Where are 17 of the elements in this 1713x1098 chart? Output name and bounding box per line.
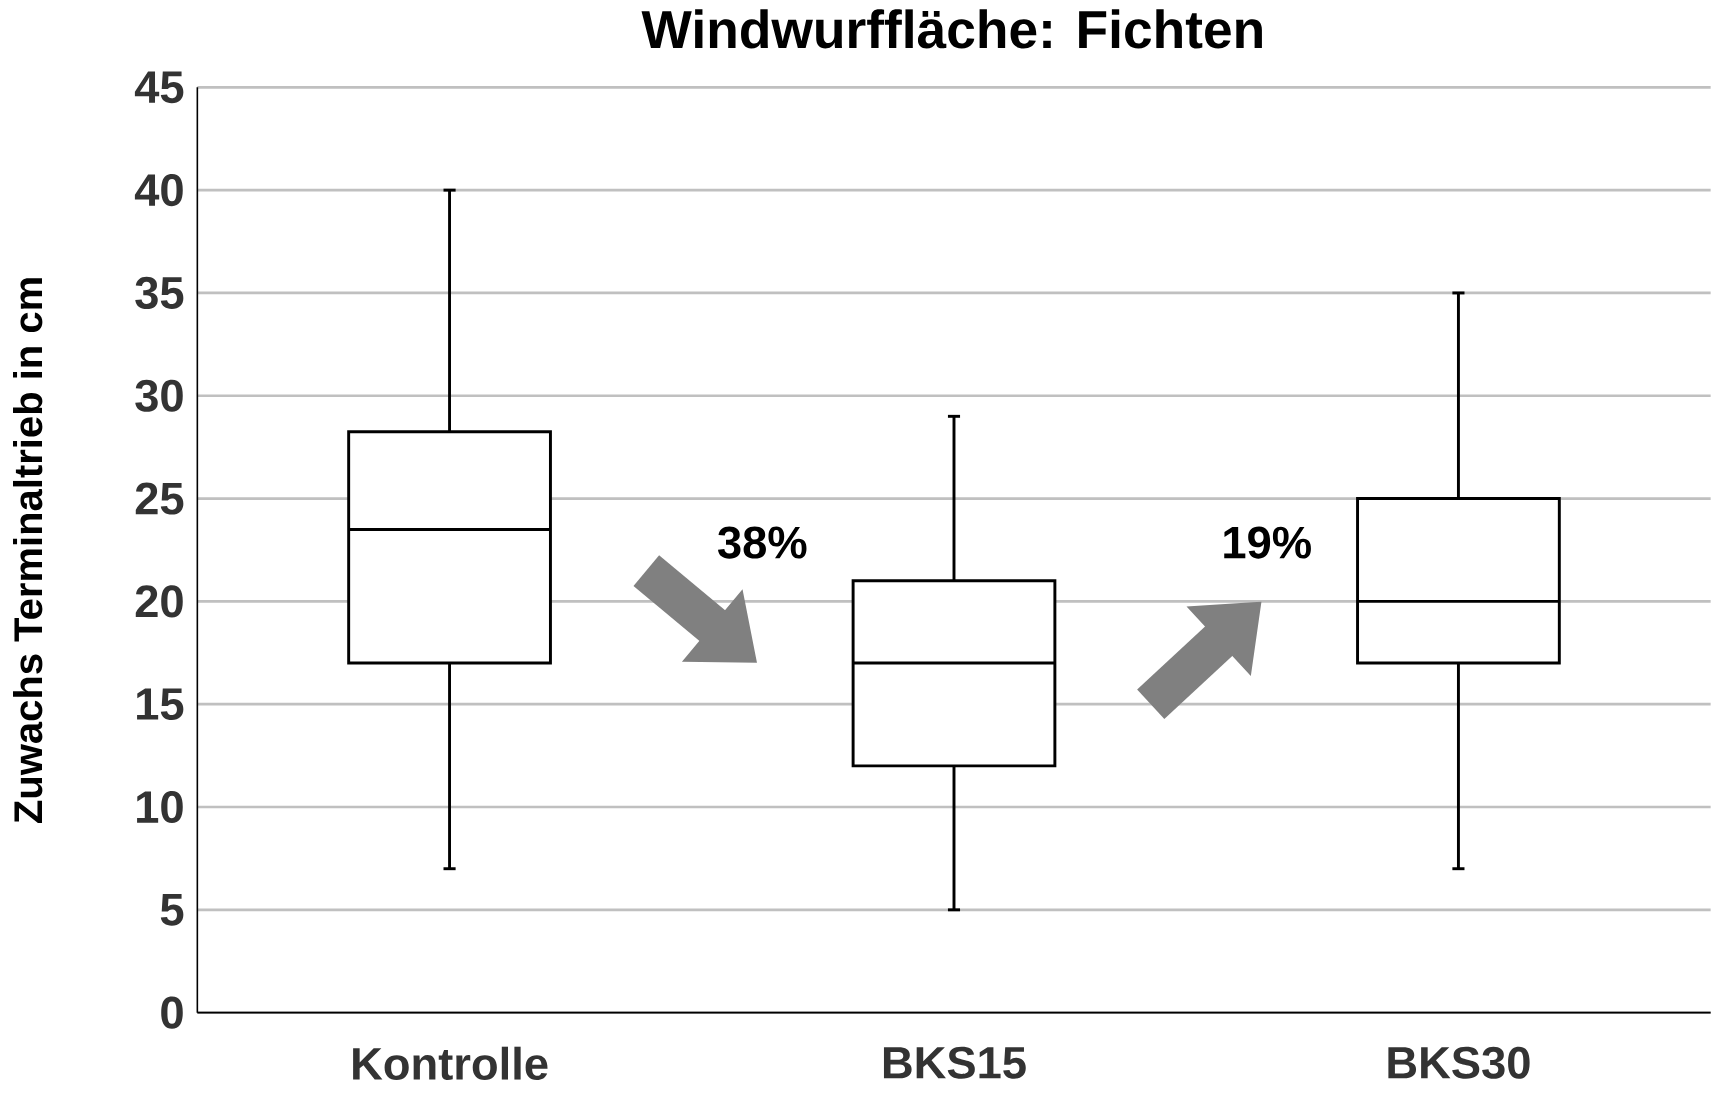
y-tick-label: 40 xyxy=(134,174,183,207)
y-axis-title: Zuwachs Terminaltrieb in cm xyxy=(13,278,43,823)
x-tick-label: BKS30 xyxy=(1388,1046,1530,1079)
y-tick-label: 25 xyxy=(135,482,184,515)
y-tick-label: 10 xyxy=(137,790,183,824)
x-tick-label: BKS15 xyxy=(883,1046,1026,1079)
x-tick-label: Kontrolle xyxy=(353,1046,548,1080)
y-tick-label: 15 xyxy=(137,688,184,721)
y-tick-label: 20 xyxy=(135,585,183,618)
y-tick-label: 0 xyxy=(161,996,183,1029)
annotation: 19% xyxy=(1224,526,1311,559)
chart-title: Windwurffläche: Fichten xyxy=(641,9,1262,49)
y-tick-label: 45 xyxy=(134,71,184,104)
y-tick-label: 30 xyxy=(135,379,183,412)
y-tick-label: 35 xyxy=(135,276,184,310)
annotation: 38% xyxy=(717,526,807,559)
y-tick-label: 5 xyxy=(160,894,184,926)
